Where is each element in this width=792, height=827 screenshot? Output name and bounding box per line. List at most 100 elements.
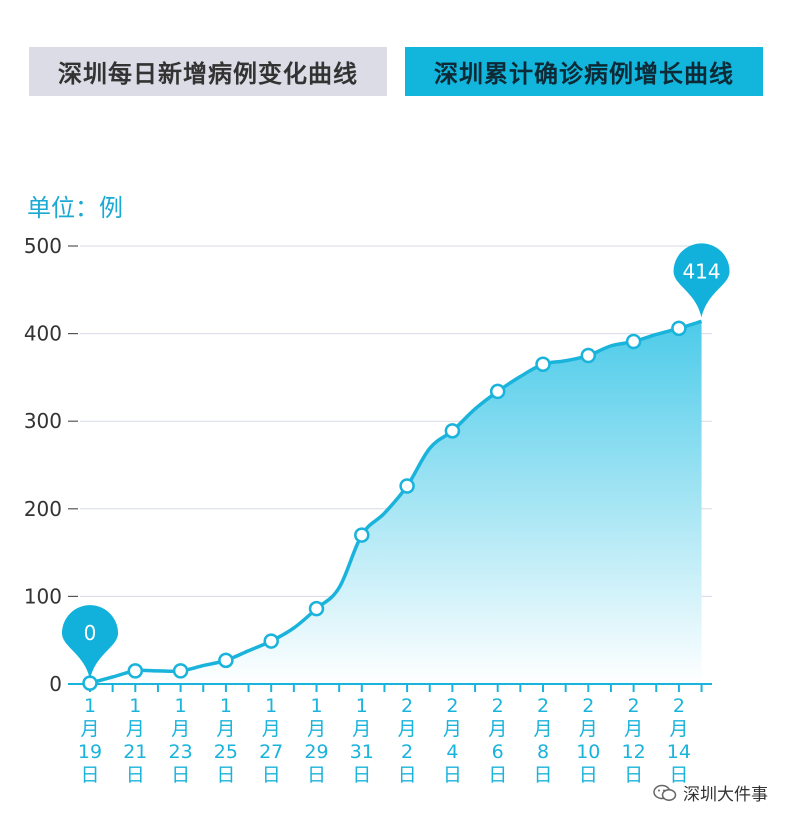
- y-tick-label: 0: [49, 672, 62, 696]
- x-tick-label-line: 月: [262, 718, 281, 740]
- x-tick-label: 1 月 19 日: [78, 695, 102, 786]
- x-tick-label-line: 日: [398, 764, 417, 786]
- x-tick-label-line: 2: [401, 695, 413, 717]
- data-point: [625, 333, 642, 350]
- x-tick-label-line: 2: [673, 695, 685, 717]
- x-tick-label: 2 月 12 日: [622, 695, 646, 786]
- x-tick-label-line: 23: [169, 741, 193, 763]
- x-tick-label-line: 月: [171, 718, 190, 740]
- y-tick-label: 100: [24, 584, 62, 608]
- x-tick-label: 1 月 21 日: [123, 695, 147, 786]
- x-tick-label-line: 日: [262, 764, 281, 786]
- watermark: 深圳大件事: [653, 780, 768, 805]
- x-tick-label-line: 21: [123, 741, 147, 763]
- x-tick-label-line: 1: [175, 695, 187, 717]
- x-tick-label-line: 日: [171, 764, 190, 786]
- x-tick-label: 2 月 14 日: [667, 695, 691, 786]
- x-tick-label-line: 8: [537, 741, 549, 763]
- data-point: [580, 347, 597, 364]
- data-point: [127, 663, 144, 679]
- x-tick-label-line: 25: [214, 741, 238, 763]
- value-pin: [62, 605, 118, 680]
- x-tick-label-line: 日: [216, 764, 235, 786]
- x-tick-label-line: 日: [579, 764, 598, 786]
- data-point: [308, 600, 325, 617]
- data-point: [263, 633, 279, 649]
- x-tick-label-line: 月: [126, 718, 145, 740]
- unit-label: 单位：例: [27, 194, 123, 222]
- x-tick-label-line: 2: [582, 695, 594, 717]
- x-tick-label: 1 月 25 日: [214, 695, 238, 786]
- pin-label: 0: [84, 621, 97, 645]
- x-tick-label-line: 12: [622, 741, 646, 763]
- x-tick-label: 1 月 27 日: [259, 695, 283, 786]
- x-tick-label-line: 2: [492, 695, 504, 717]
- x-tick-label-line: 2: [446, 695, 458, 717]
- x-tick-label-line: 月: [669, 718, 688, 740]
- x-tick-label: 1 月 23 日: [169, 695, 193, 786]
- x-tick-label-line: 2: [628, 695, 640, 717]
- x-tick-label-line: 日: [352, 764, 371, 786]
- data-point: [489, 383, 506, 400]
- x-tick-label-line: 月: [307, 718, 326, 740]
- data-point: [172, 663, 189, 679]
- x-tick-label-line: 月: [579, 718, 598, 740]
- x-tick-label-line: 1: [356, 695, 368, 717]
- x-tick-label-line: 14: [667, 741, 691, 763]
- data-point: [444, 423, 461, 439]
- x-tick-label-line: 1: [220, 695, 232, 717]
- data-point: [354, 527, 370, 543]
- x-tick-label-line: 1: [84, 695, 96, 717]
- x-tick-label-line: 1: [129, 695, 141, 717]
- x-tick-label-line: 月: [352, 718, 371, 740]
- y-tick-label: 500: [24, 234, 62, 258]
- x-tick-label-line: 月: [533, 718, 552, 740]
- x-tick-label-line: 月: [488, 718, 507, 740]
- y-tick-label: 300: [24, 409, 62, 433]
- pin-label: 414: [682, 259, 720, 283]
- y-tick-label: 200: [24, 497, 62, 521]
- x-tick-label-line: 日: [307, 764, 326, 786]
- x-tick-label-line: 日: [488, 764, 507, 786]
- data-point: [671, 320, 687, 337]
- value-pin: [673, 243, 730, 318]
- x-tick-label-line: 日: [624, 764, 643, 786]
- x-tick-label-line: 日: [443, 764, 462, 786]
- watermark-text: 深圳大件事: [683, 785, 768, 805]
- x-tick-label-line: 月: [624, 718, 643, 740]
- x-tick-label: 1 月 29 日: [304, 695, 328, 786]
- x-tick-label-line: 1: [310, 695, 322, 717]
- tab-cumulative-cases[interactable]: 深圳累计确诊病例增长曲线: [405, 47, 763, 96]
- x-tick-label-line: 日: [80, 764, 99, 786]
- series-line: [89, 319, 703, 685]
- data-point: [218, 652, 234, 669]
- data-point: [535, 356, 551, 373]
- x-tick-label-line: 月: [80, 718, 99, 740]
- x-tick-label-line: 日: [669, 764, 688, 786]
- x-tick-label-line: 29: [304, 741, 328, 763]
- x-tick-label-line: 31: [350, 741, 374, 763]
- x-tick-label-line: 6: [492, 741, 504, 763]
- x-tick-label-line: 2: [401, 741, 413, 763]
- x-tick-label-line: 1: [265, 695, 277, 717]
- tab-daily-new-cases[interactable]: 深圳每日新增病例变化曲线: [29, 47, 387, 96]
- x-tick-label-line: 日: [533, 764, 552, 786]
- y-tick-label: 400: [24, 322, 62, 346]
- x-tick-label: 2 月 10 日: [576, 695, 600, 786]
- x-tick-label-line: 4: [446, 741, 458, 763]
- x-tick-label: 1 月 31 日: [350, 695, 374, 786]
- x-tick-label-line: 19: [78, 741, 102, 763]
- data-point: [399, 478, 415, 494]
- x-tick-label-line: 月: [398, 718, 417, 740]
- x-tick-label-line: 27: [259, 741, 283, 763]
- x-tick-label-line: 2: [537, 695, 549, 717]
- x-tick-label-line: 10: [576, 741, 600, 763]
- wechat-icon: [653, 784, 677, 801]
- x-tick-label-line: 月: [216, 718, 235, 740]
- x-tick-label-line: 日: [126, 764, 145, 786]
